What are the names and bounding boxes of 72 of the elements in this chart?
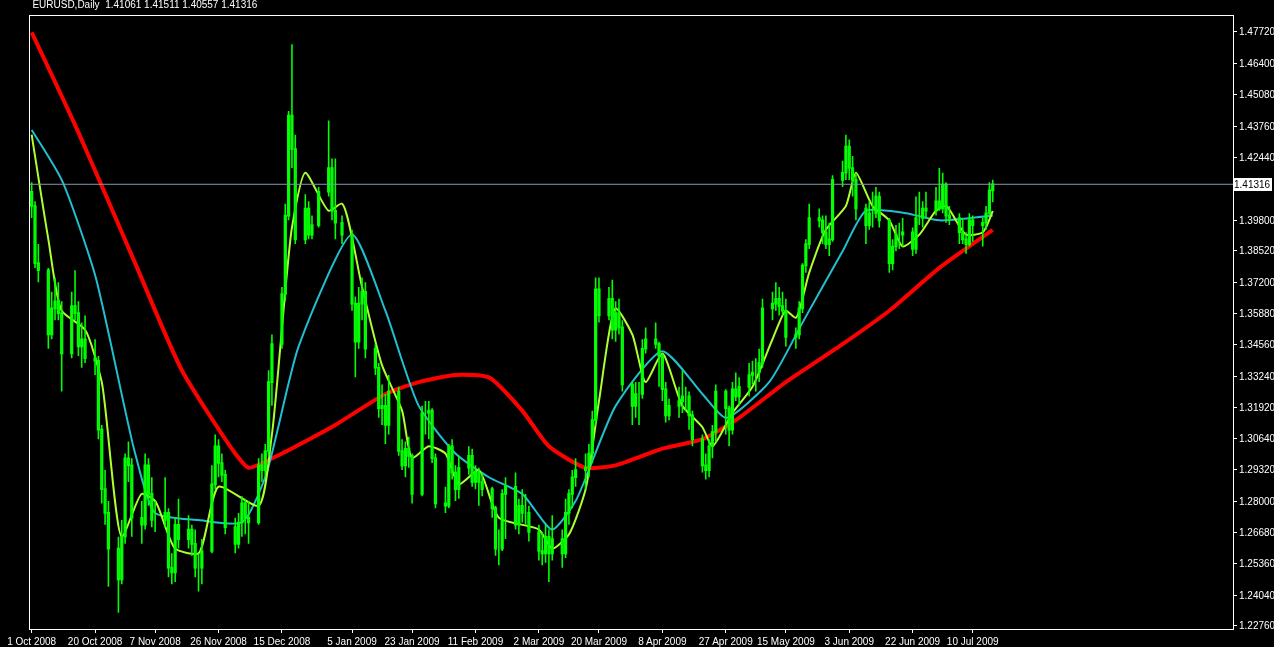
x-tick-label: 5 Jan 2009 — [327, 636, 378, 647]
y-tick-label: 1.31920 — [1239, 402, 1274, 414]
y-tick-label: 1.26680 — [1239, 526, 1274, 538]
candlestick — [363, 281, 367, 360]
line-series — [30, 30, 995, 471]
x-tick-label: 15 Dec 2008 — [253, 636, 311, 647]
y-tick-label: 1.43760 — [1239, 120, 1274, 132]
y-tick-label: 1.39800 — [1239, 214, 1274, 226]
candlestick — [610, 279, 614, 341]
y-tick-label: 1.28000 — [1239, 495, 1274, 507]
candlestick — [777, 286, 781, 317]
y-tick-label: 1.22760 — [1239, 620, 1274, 632]
candlestick — [83, 314, 87, 364]
candlestick — [914, 195, 918, 255]
y-tick-label: 1.33240 — [1239, 370, 1274, 382]
candlestick — [737, 376, 741, 407]
y-tick-label: 1.29320 — [1239, 464, 1274, 476]
y-tick-label: 1.46400 — [1239, 57, 1274, 69]
candlestick — [447, 443, 451, 509]
candlestick — [317, 186, 321, 229]
y-tick-label: 1.45080 — [1239, 89, 1274, 101]
x-tick-label: 11 Feb 2009 — [447, 636, 504, 647]
x-tick-label: 8 Apr 2009 — [638, 636, 687, 647]
candlestick — [513, 471, 518, 531]
x-tick-label: 1 Oct 2008 — [7, 636, 57, 647]
candlestick — [747, 362, 751, 398]
candlestick — [864, 202, 868, 245]
candlestick — [937, 167, 941, 212]
x-tick-label: 15 May 2009 — [756, 636, 816, 647]
x-tick-label: 20 Mar 2009 — [570, 636, 628, 647]
candlestick — [630, 381, 634, 426]
candlestick — [957, 212, 961, 245]
y-tick-label: 1.42440 — [1239, 152, 1274, 164]
candlestick — [403, 440, 408, 479]
candlestick — [877, 190, 881, 229]
y-tick-label: 1.35880 — [1239, 308, 1274, 320]
candlestick — [256, 457, 261, 526]
y-tick-label: 1.30640 — [1239, 432, 1274, 444]
y-tick-label: 1.38520 — [1239, 245, 1274, 257]
candlestick — [457, 455, 461, 500]
x-tick-label: 2 Mar 2009 — [513, 636, 565, 647]
candlestick — [303, 193, 307, 245]
candlestick — [887, 217, 891, 274]
candlestick — [971, 214, 975, 243]
x-tick-label: 20 Oct 2008 — [67, 636, 123, 647]
candlestick — [246, 500, 251, 545]
x-tick-label: 22 Jun 2009 — [885, 636, 941, 647]
y-tick-label: 1.47720 — [1239, 26, 1274, 38]
candlestick — [340, 214, 344, 245]
y-tick-label: 1.37200 — [1239, 276, 1274, 288]
chart-title: EURUSD,Daily 1.41061 1.41511 1.40557 1.41316 — [32, 0, 258, 11]
x-tick-label: 23 Jan 2009 — [384, 636, 441, 647]
ref-line-label: 1.41316 — [1234, 179, 1271, 190]
x-tick-label: 10 Jul 2009 — [946, 636, 999, 647]
x-tick-label: 27 Apr 2009 — [698, 636, 754, 647]
candlestick — [537, 524, 541, 562]
candlestick — [477, 466, 481, 507]
candlestick — [470, 447, 474, 488]
candlestick — [901, 217, 905, 248]
y-tick-label: 1.25360 — [1239, 558, 1274, 570]
y-tick-label: 1.24040 — [1239, 589, 1274, 601]
candlestick — [420, 405, 424, 498]
candlestick — [870, 190, 875, 229]
x-tick-label: 7 Nov 2008 — [129, 636, 182, 647]
candlestick — [897, 221, 901, 250]
candlestick — [233, 516, 237, 555]
candlestick — [333, 157, 337, 241]
x-tick-label: 3 Jun 2009 — [824, 636, 875, 647]
candlestick — [680, 369, 685, 414]
y-tick-label: 1.34560 — [1239, 339, 1274, 351]
candlestick — [46, 267, 50, 350]
x-tick-label: 26 Nov 2008 — [190, 636, 248, 647]
